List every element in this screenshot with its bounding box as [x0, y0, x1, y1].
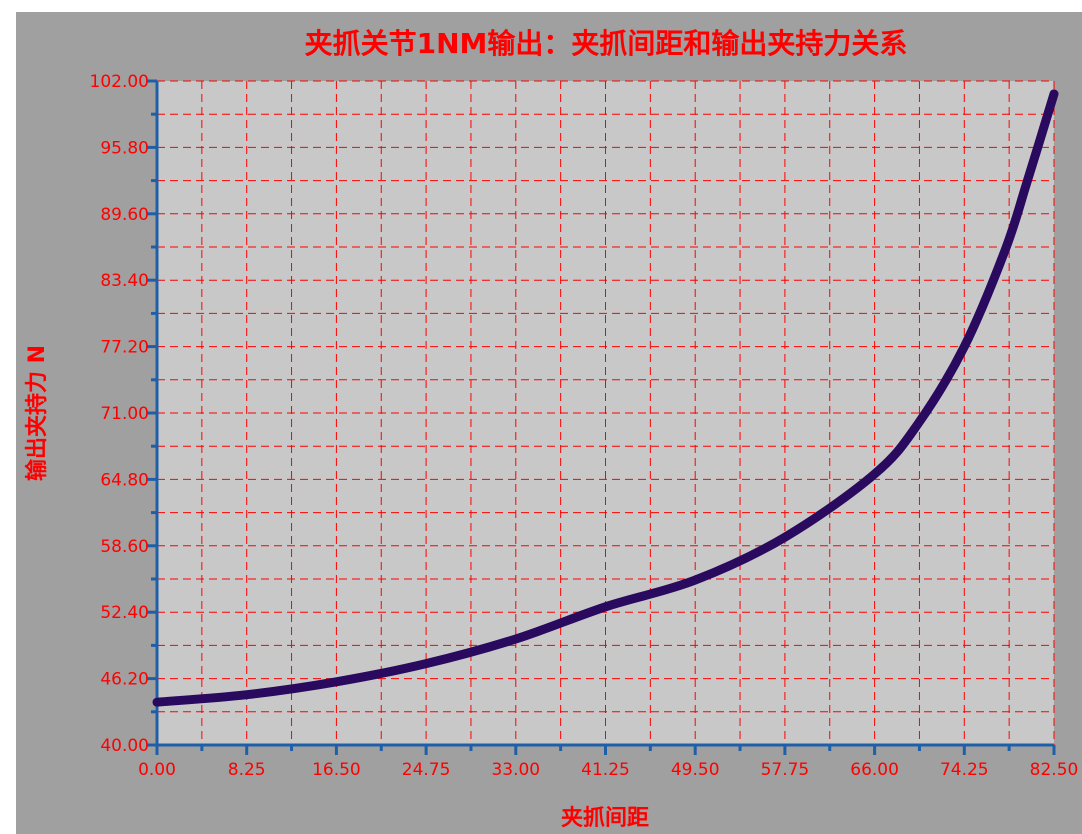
y-tick-label: 64.80 — [100, 470, 149, 490]
axes — [147, 79, 1056, 755]
y-tick-label: 71.00 — [100, 404, 149, 424]
y-tick-label: 77.20 — [100, 338, 149, 358]
x-tick-label: 49.50 — [671, 760, 720, 780]
x-tick-label: 8.25 — [228, 760, 266, 780]
chart-frame: 0.00 8.25 16.50 24.75 33.00 41.25 49.50 57.75 66… — [16, 12, 1082, 834]
y-tick-label: 40.00 — [100, 736, 149, 756]
x-tick-label: 41.25 — [581, 760, 630, 780]
y-tick-label: 58.60 — [100, 537, 149, 557]
chart-title: 夹抓关节1NM输出：夹抓间距和输出夹持力关系 — [305, 27, 908, 60]
x-tick-label: 16.50 — [312, 760, 361, 780]
grid-lines — [157, 80, 1055, 745]
y-axis-title: 输出夹持力 N — [24, 345, 50, 481]
x-tick-label: 24.75 — [402, 760, 451, 780]
y-tick-label: 52.40 — [100, 603, 149, 623]
x-tick-label: 33.00 — [491, 760, 540, 780]
y-tick-label: 89.60 — [100, 205, 149, 225]
y-tick-label: 83.40 — [100, 271, 149, 291]
x-tick-label: 74.25 — [940, 760, 989, 780]
x-tick-label: 82.50 — [1030, 760, 1079, 780]
x-tick-labels: 0.00 8.25 16.50 24.75 33.00 41.25 49.50 57.75 66… — [138, 760, 1078, 780]
y-tick-label: 102.00 — [90, 72, 149, 92]
y-tick-labels: 40.00 46.20 52.40 58.60 64.80 71.00 77.20 83.40… — [90, 72, 149, 756]
x-axis-title: 夹抓间距 — [561, 805, 649, 831]
x-tick-label: 57.75 — [761, 760, 810, 780]
x-tick-label: 0.00 — [138, 760, 176, 780]
line-chart: 0.00 8.25 16.50 24.75 33.00 41.25 49.50 57.75 66… — [24, 27, 1078, 831]
y-tick-label: 46.20 — [100, 670, 149, 690]
x-tick-label: 66.00 — [850, 760, 899, 780]
series-line — [152, 89, 1059, 707]
y-tick-label: 95.80 — [100, 138, 149, 158]
